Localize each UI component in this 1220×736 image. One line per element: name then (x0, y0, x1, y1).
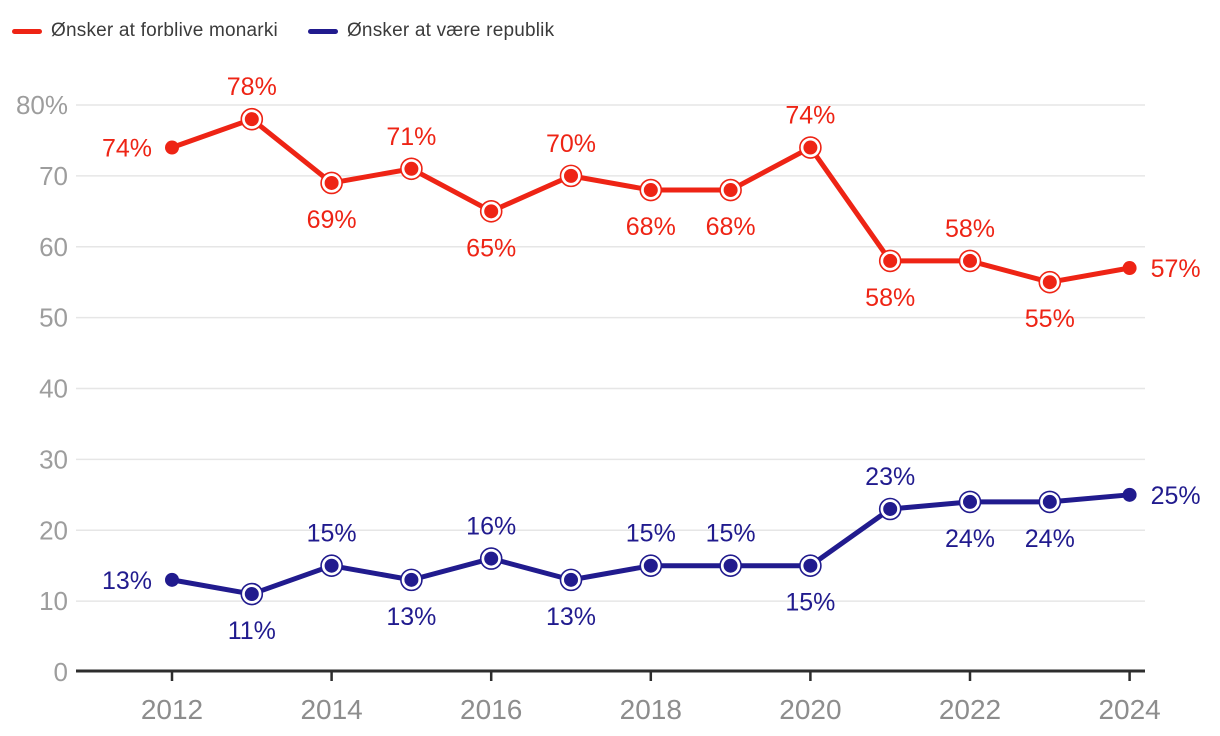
data-label: 68% (626, 213, 676, 241)
data-label: 15% (785, 589, 835, 617)
data-label: 15% (626, 520, 676, 548)
y-axis-label: 40 (39, 374, 68, 404)
legend-item-republik: Ønsker at være republik (307, 20, 555, 42)
data-label: 57% (1151, 255, 1201, 283)
data-label: 13% (546, 603, 596, 631)
data-point (484, 551, 499, 566)
data-label: 23% (865, 463, 915, 491)
data-label: 70% (546, 130, 596, 158)
x-axis-label: 2016 (460, 694, 522, 725)
legend-item-monarki: Ønsker at forblive monarki (12, 20, 278, 42)
y-axis-label: 20 (39, 515, 68, 545)
data-label: 15% (706, 520, 756, 548)
data-label: 55% (1025, 305, 1075, 333)
data-label: 68% (706, 213, 756, 241)
data-point (803, 558, 818, 573)
data-label: 58% (945, 215, 995, 243)
data-point (564, 168, 578, 183)
data-point (1042, 494, 1057, 509)
data-point (1042, 275, 1057, 290)
data-point (404, 161, 419, 176)
x-axis-label: 2020 (779, 694, 841, 725)
data-point (484, 204, 499, 219)
y-axis-label: 80% (16, 90, 68, 120)
data-point (883, 253, 898, 268)
data-label: 65% (466, 234, 516, 262)
y-axis-label: 10 (39, 586, 68, 616)
legend-swatch-monarki (12, 28, 42, 34)
data-point (963, 253, 977, 268)
legend-label-monarki: Ønsker at forblive monarki (51, 20, 278, 41)
data-point (1122, 261, 1137, 276)
y-axis-label: 60 (39, 232, 68, 262)
y-axis-label: 50 (39, 303, 68, 333)
data-point (165, 140, 179, 155)
x-axis-label: 2012 (141, 694, 203, 725)
data-point (963, 494, 977, 509)
data-point (803, 140, 818, 155)
legend-label-republik: Ønsker at være republik (346, 20, 555, 41)
data-label: 74% (785, 102, 835, 130)
data-label: 25% (1151, 482, 1201, 510)
data-label: 13% (386, 603, 436, 631)
data-label: 78% (227, 73, 277, 101)
data-point (404, 572, 419, 587)
data-point (324, 175, 339, 190)
data-point (883, 501, 898, 516)
data-label: 16% (466, 513, 516, 541)
x-axis-label: 2014 (300, 694, 362, 725)
x-axis-label: 2024 (1098, 694, 1160, 725)
data-label: 71% (386, 123, 436, 151)
data-label: 58% (865, 284, 915, 312)
data-point (1122, 487, 1137, 502)
data-point (244, 112, 259, 127)
data-point (244, 587, 259, 602)
data-point (643, 558, 658, 573)
data-point (643, 183, 658, 198)
data-point (564, 572, 578, 587)
x-axis-label: 2022 (939, 694, 1001, 725)
data-label: 74% (102, 135, 152, 163)
data-point (165, 572, 179, 587)
data-label: 24% (1025, 525, 1075, 553)
legend-swatch-republik (307, 28, 338, 34)
data-label: 69% (307, 206, 357, 234)
data-point (324, 558, 339, 573)
data-point (723, 183, 738, 198)
y-axis-label: 30 (39, 444, 68, 474)
data-label: 11% (228, 617, 276, 645)
legend: Ønsker at forblive monarki Ønsker at vær… (12, 20, 554, 42)
data-point (723, 558, 738, 573)
data-label: 15% (307, 520, 357, 548)
data-label: 24% (945, 525, 995, 553)
x-axis-label: 2018 (620, 694, 682, 725)
y-axis-label: 0 (54, 657, 68, 687)
data-label: 13% (102, 567, 152, 595)
y-axis-label: 70 (39, 161, 68, 191)
